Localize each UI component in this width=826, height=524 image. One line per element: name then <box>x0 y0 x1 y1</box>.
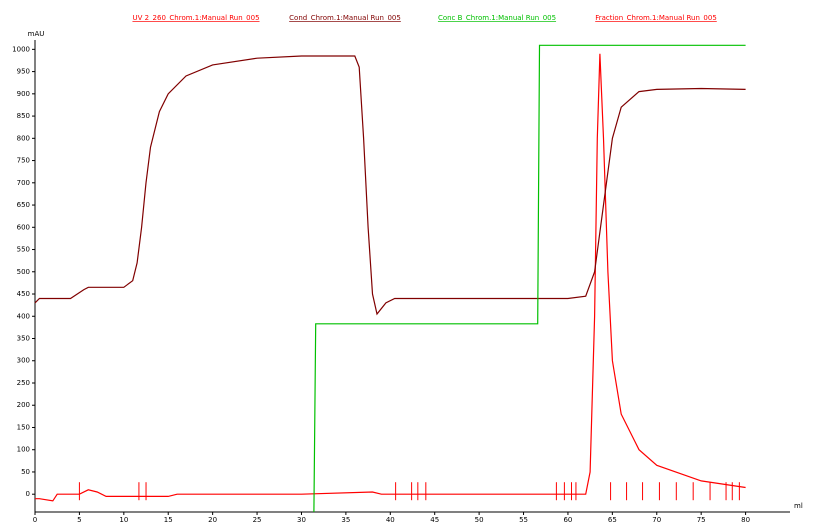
y-tick-label: 100 <box>17 446 30 454</box>
y-tick-label: 650 <box>17 201 30 209</box>
x-tick-label: 45 <box>430 516 439 524</box>
legend-entry: Fraction_Chrom.1:Manual Run_005 <box>595 14 717 22</box>
y-tick-label: 500 <box>17 268 30 276</box>
x-tick-label: 20 <box>208 516 217 524</box>
x-axis-label: ml <box>794 502 803 510</box>
x-tick-label: 70 <box>652 516 661 524</box>
x-tick-label: 25 <box>253 516 262 524</box>
y-tick-label: 350 <box>17 335 30 343</box>
legend-entry: Conc B_Chrom.1:Manual Run_005 <box>438 14 556 22</box>
x-tick-label: 75 <box>697 516 706 524</box>
y-tick-label: 0 <box>26 490 30 498</box>
y-tick-label: 900 <box>17 90 30 98</box>
y-tick-label: 150 <box>17 423 30 431</box>
x-tick-label: 15 <box>164 516 173 524</box>
legend-entry: Cond_Chrom.1:Manual Run_005 <box>289 14 401 22</box>
x-tick-label: 35 <box>341 516 350 524</box>
x-tick-label: 65 <box>608 516 617 524</box>
y-tick-label: 850 <box>17 112 30 120</box>
series-line <box>35 53 746 502</box>
series-line <box>313 44 746 513</box>
y-tick-label: 400 <box>17 312 30 320</box>
y-tick-label: 250 <box>17 379 30 387</box>
y-axis-label: mAU <box>28 30 45 38</box>
y-tick-label: 950 <box>17 68 30 76</box>
x-tick-label: 40 <box>386 516 395 524</box>
y-tick-label: 450 <box>17 290 30 298</box>
y-tick-label: 700 <box>17 179 30 187</box>
x-tick-label: 60 <box>563 516 572 524</box>
legend-entry: UV 2_260_Chrom.1:Manual Run_005 <box>132 14 259 22</box>
y-tick-label: 750 <box>17 157 30 165</box>
x-tick-label: 30 <box>297 516 306 524</box>
y-tick-label: 1000 <box>12 45 30 53</box>
x-tick-label: 0 <box>33 516 37 524</box>
y-tick-label: 50 <box>21 468 30 476</box>
y-tick-label: 200 <box>17 401 30 409</box>
x-tick-label: 5 <box>77 516 81 524</box>
x-tick-label: 10 <box>119 516 128 524</box>
x-tick-label: 55 <box>519 516 528 524</box>
y-tick-label: 600 <box>17 223 30 231</box>
x-tick-label: 50 <box>475 516 484 524</box>
x-tick-label: 80 <box>741 516 750 524</box>
y-tick-label: 300 <box>17 357 30 365</box>
series-line <box>34 55 746 316</box>
y-tick-label: 550 <box>17 246 30 254</box>
y-tick-label: 800 <box>17 134 30 142</box>
